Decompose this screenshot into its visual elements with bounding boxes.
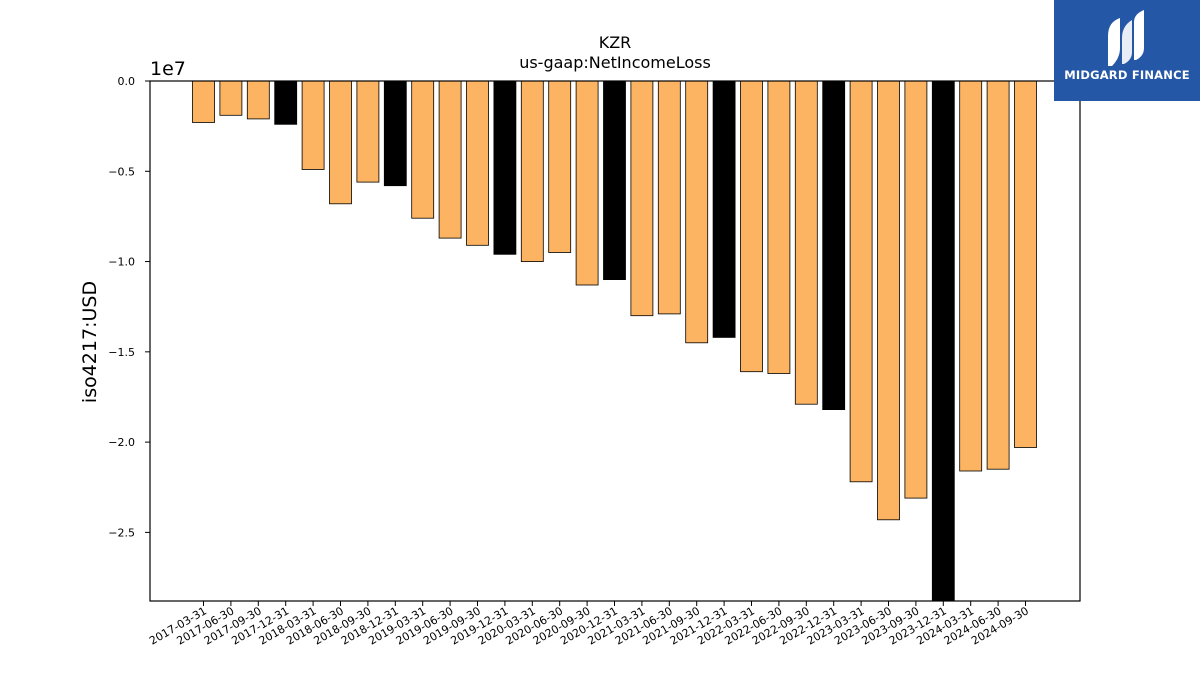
bar-2021-03-31 [630,80,654,317]
bar-2017-09-30 [246,80,270,120]
bar-2021-09-30 [685,80,709,344]
brand-logo: MIDGARD FINANCE [1054,0,1200,101]
bar-2018-12-31 [383,80,407,187]
bar-2024-06-30 [986,80,1010,470]
bar-2019-09-30 [466,80,489,246]
bar-2021-06-30 [657,80,681,315]
bar-2018-09-30 [356,80,380,183]
y-tick-label: −2.0 [108,436,135,449]
y-tick-label: −2.5 [108,526,135,539]
bar-2020-12-31 [603,80,626,281]
y-tick-label: −0.5 [108,165,135,178]
x-axis: 2017-03-312017-06-302017-09-302017-12-31… [147,601,1031,648]
bar-2023-09-30 [904,80,928,499]
bars-group [192,80,1037,602]
y-axis-label: iso4217:USD [79,281,101,403]
bar-2024-09-30 [1014,80,1037,448]
bar-2018-06-30 [329,80,352,205]
y-tick-label: −1.5 [108,346,135,359]
bar-2021-12-31 [712,80,736,338]
chart-subtitle: us-gaap:NetIncomeLoss [519,53,711,72]
bar-2020-03-31 [520,80,544,263]
bar-2022-12-31 [822,80,846,411]
plot-frame [149,80,1081,602]
bar-2019-03-31 [411,80,435,219]
y-tick-label: 0.0 [118,75,136,88]
y-axis: 0.0 −0.5 −1.0 −1.5 −2.0 −2.5 [108,75,150,539]
bar-2017-03-31 [192,80,215,123]
chart-title: KZR [599,33,632,52]
bar-2017-12-31 [274,80,298,125]
bar-2022-03-31 [740,80,763,373]
bar-2022-06-30 [767,80,791,374]
bar-2018-03-31 [301,80,325,170]
bar-2024-03-31 [959,80,983,472]
bar-2019-06-30 [438,80,462,239]
bar-2020-09-30 [575,80,599,286]
bar-2023-12-31 [931,80,955,602]
bar-2017-06-30 [219,80,243,116]
bar-2023-03-31 [849,80,873,483]
bar-2022-09-30 [794,80,818,405]
logo-text: MIDGARD FINANCE [1064,68,1190,82]
y-offset-label: 1e7 [150,58,186,80]
bar-2019-12-31 [493,80,517,255]
y-tick-label: −1.0 [108,256,135,269]
bar-2023-06-30 [877,80,900,521]
midgard-logo-icon [1108,10,1144,66]
bar-2020-06-30 [548,80,572,253]
